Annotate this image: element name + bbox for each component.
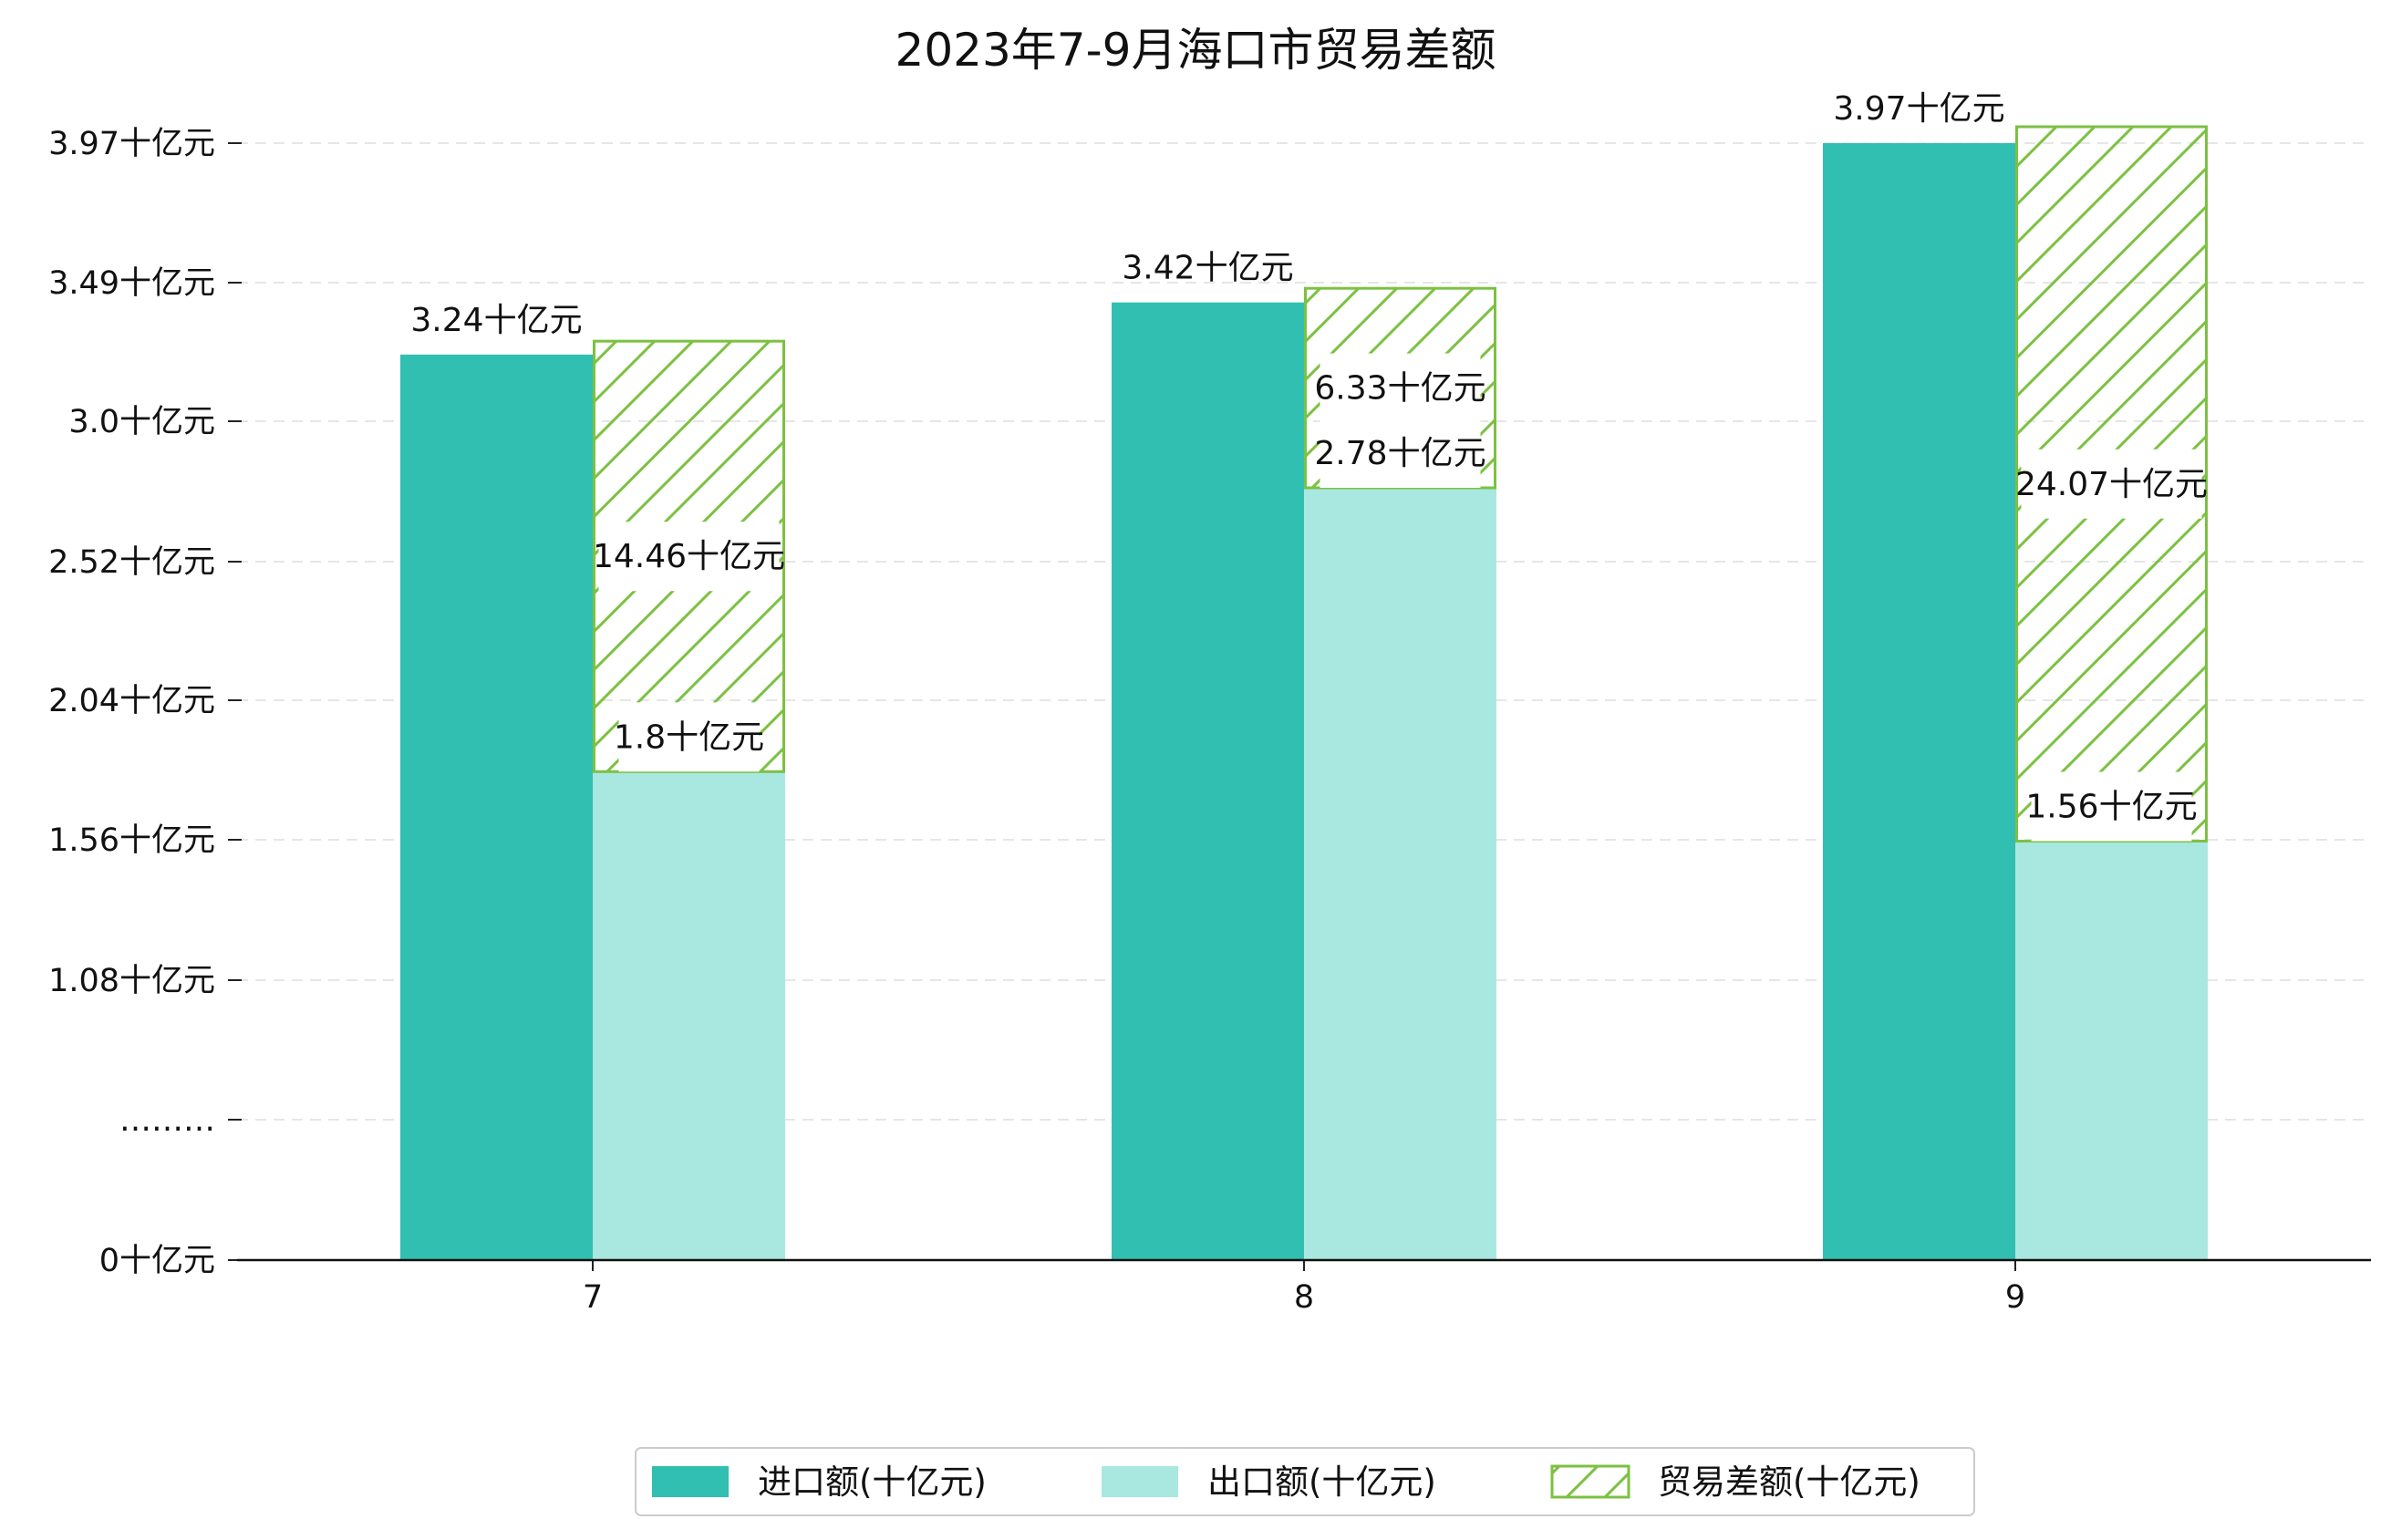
data-label-background [2031,771,2192,842]
bar-area [400,125,2208,1261]
export-bar [2015,841,2208,1260]
y-tick-label: 1.08十亿元 [48,963,215,999]
y-tick-label: 3.97十亿元 [48,126,215,162]
y-tick-label: 3.49十亿元 [48,265,215,302]
data-label: 3.24十亿元 [410,302,582,339]
x-tick-label: 9 [2005,1279,2025,1316]
y-axis: 0十亿元 ……… 1.08十亿元 1.56十亿元 2.04十亿元 2.52十亿元 3.0十亿… [48,126,242,1279]
y-tick-label: ……… [119,1102,215,1139]
legend-swatch [1102,1466,1178,1497]
chart-title: 2023年7-9月海口市贸易差额 [895,24,1496,77]
x-tick-label: 8 [1294,1279,1314,1316]
export-bar [593,771,785,1260]
data-label: 1.56十亿元 [2025,789,2197,826]
y-tick-label: 0十亿元 [99,1243,215,1279]
legend-swatch [652,1466,729,1497]
data-label-background [2021,449,2202,519]
y-tick-label: 3.0十亿元 [68,404,215,440]
data-label: 2.78十亿元 [1314,435,1485,472]
legend-label: 贸易差额(十亿元) [1658,1462,1920,1502]
y-tick-label: 2.52十亿元 [48,544,215,581]
import-bar [1112,302,1304,1261]
y-tick-label: 2.04十亿元 [48,683,215,719]
x-tick-label: 7 [583,1279,603,1316]
legend: 进口额(十亿元) 出口额(十亿元) 贸易差额(十亿元) [635,1447,1975,1516]
data-label-background [1320,419,1481,488]
x-axis: 7 8 9 [237,1258,2371,1316]
legend-label: 进口额(十亿元) [758,1462,987,1502]
data-label-background [598,522,780,592]
data-label-background [1320,353,1481,423]
data-label-background [618,702,760,772]
data-label: 3.97十亿元 [1833,90,2004,128]
y-tick-label: 1.56十亿元 [48,822,215,859]
data-labels: 3.24十亿元 1.8十亿元 14.46十亿元 3.42十亿元 2.78十亿元 6.33十… [410,90,2208,842]
import-bar [400,354,593,1261]
import-bar [1823,143,2015,1260]
data-label: 24.07十亿元 [2015,466,2208,503]
data-label: 14.46十亿元 [593,538,785,575]
data-label: 3.42十亿元 [1122,250,1293,287]
legend-label: 出口额(十亿元) [1207,1462,1436,1502]
legend-frame [635,1447,1975,1516]
export-bar [1304,488,1496,1260]
data-label: 6.33十亿元 [1314,370,1485,408]
data-label: 1.8十亿元 [614,718,764,756]
legend-swatch [1550,1464,1630,1499]
